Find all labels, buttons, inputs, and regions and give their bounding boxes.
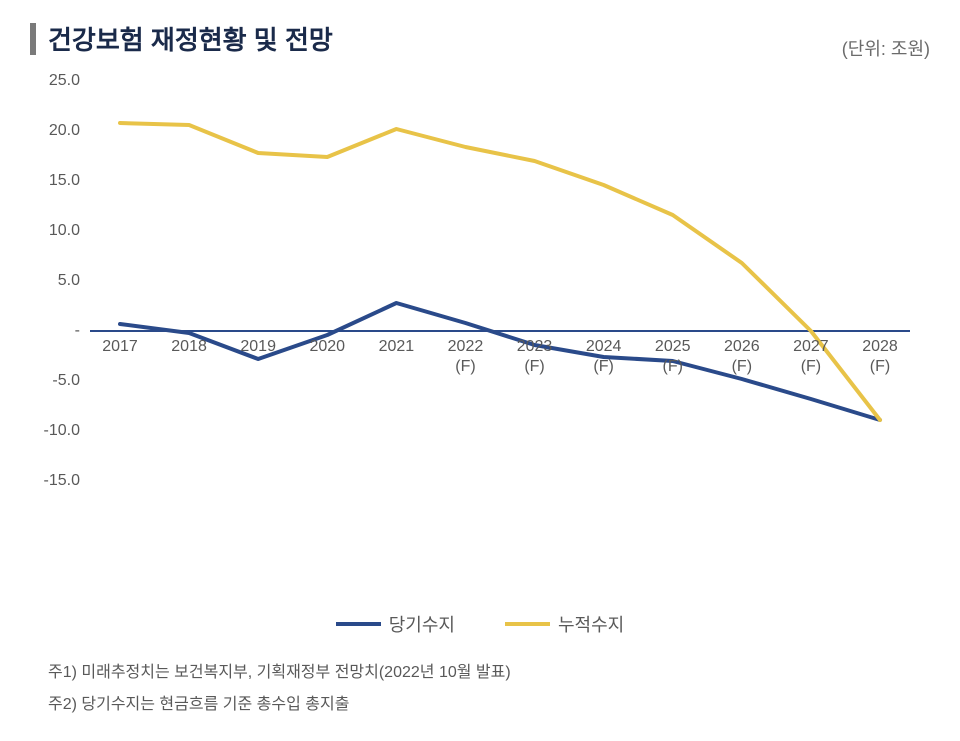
title-accent-bar — [30, 23, 36, 55]
chart-header: 건강보험 재정현황 및 전망 (단위: 조원) — [30, 20, 930, 61]
y-tick-label: 15.0 — [30, 172, 80, 190]
legend-label: 당기수지 — [389, 611, 455, 637]
legend-item: 누적수지 — [505, 611, 624, 637]
y-tick-label: -15.0 — [30, 472, 80, 490]
unit-label: (단위: 조원) — [842, 35, 930, 61]
series-line-누적수지 — [120, 123, 880, 420]
x-tick-label: 2025 (F) — [655, 337, 691, 379]
x-tick-label: 2028 (F) — [862, 337, 898, 379]
legend-swatch — [336, 622, 381, 626]
x-tick-label: 2017 — [102, 337, 138, 358]
y-tick-label: -10.0 — [30, 422, 80, 440]
legend-item: 당기수지 — [336, 611, 455, 637]
y-tick-label: 25.0 — [30, 72, 80, 90]
note-line: 주2) 당기수지는 현금흐름 기준 총수입­ 총지출 — [48, 689, 930, 721]
y-tick-label: 10.0 — [30, 222, 80, 240]
chart-svg — [90, 81, 910, 481]
plot-area — [90, 81, 910, 481]
legend: 당기수지 누적수지 — [30, 611, 930, 637]
x-tick-label: 2027 (F) — [793, 337, 829, 379]
y-axis-ticks: 25.020.015.010.05.0--5.0-10.0-15.0 — [30, 81, 85, 481]
chart-title: 건강보험 재정현황 및 전망 — [48, 20, 333, 57]
series-line-당기수지 — [120, 303, 880, 420]
y-tick-label: 5.0 — [30, 272, 80, 290]
x-tick-label: 2019 — [240, 337, 276, 358]
x-tick-label: 2020 — [309, 337, 345, 358]
chart-area: 25.0 20.0 15.0 10.0 5.0 - -5.0 -10.0 -15.0 2017 2… — [30, 71, 930, 531]
y-tick-label: 20.0 — [30, 122, 80, 140]
x-tick-label: 2026 (F) — [724, 337, 760, 379]
x-tick-label: 2018 — [171, 337, 207, 358]
x-tick-label: 2022 (F) — [448, 337, 484, 379]
x-tick-label: 2021 — [379, 337, 415, 358]
y-tick-label: -5.0 — [30, 372, 80, 390]
note-line: 주1) 미래추정치는 보건복지부, 기획재정부 전망치(2022년 10월 발표… — [48, 657, 930, 689]
chart-notes: 주1) 미래추정치는 보건복지부, 기획재정부 전망치(2022년 10월 발표… — [48, 657, 930, 721]
title-wrap: 건강보험 재정현황 및 전망 — [30, 20, 333, 57]
x-tick-label: 2024 (F) — [586, 337, 622, 379]
legend-label: 누적수지 — [558, 611, 624, 637]
x-tick-label: 2023 (F) — [517, 337, 553, 379]
legend-swatch — [505, 622, 550, 626]
y-tick-label: - — [30, 322, 80, 340]
